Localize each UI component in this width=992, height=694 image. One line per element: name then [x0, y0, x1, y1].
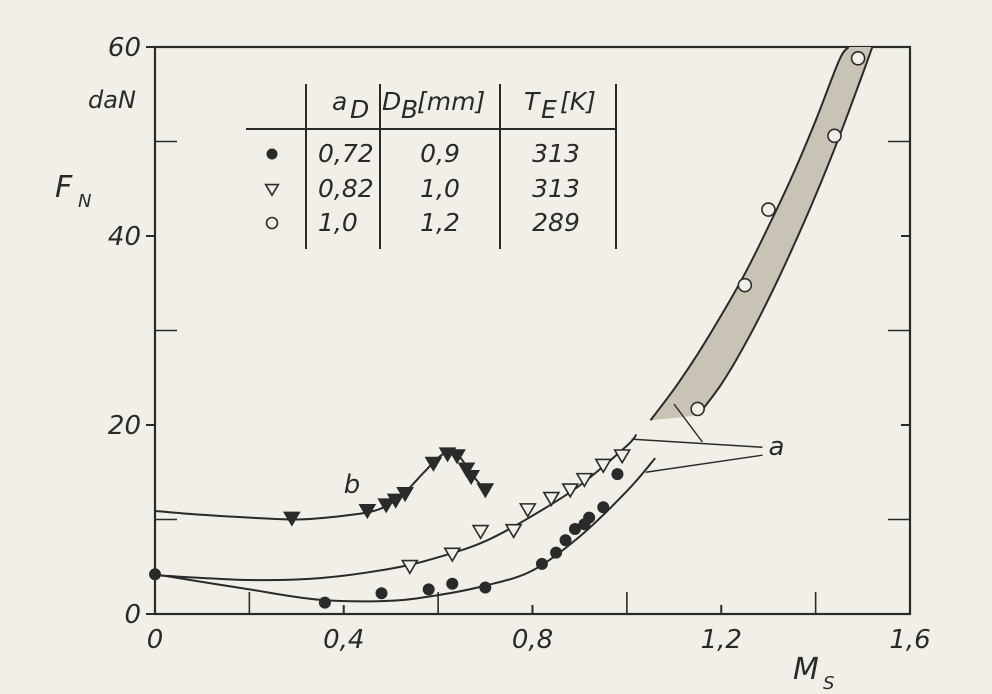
data-point-open-triangle-down: [613, 449, 632, 465]
legend-header-a: a: [332, 87, 347, 116]
legend-header-d: D: [382, 87, 401, 116]
legend-marker-filled-circle: [266, 148, 278, 160]
legend-header-t: T: [524, 87, 541, 116]
legend-marker-open-triangle-down: [264, 183, 280, 197]
data-point-filled-circle: [446, 577, 459, 590]
legend-cell-a: 0,82: [318, 174, 374, 203]
fit-curves: [154, 46, 874, 603]
x-axis-label: M: [793, 652, 819, 687]
plot-border: [153, 45, 912, 616]
band-fill: [650, 47, 873, 421]
data-point-open-triangle-down: [443, 547, 462, 563]
data-point-filled-triangle-down: [424, 456, 443, 472]
data-points: [149, 51, 866, 609]
data-point-filled-circle: [479, 581, 492, 594]
data-point-open-triangle-down: [561, 483, 580, 499]
legend-cell-a: 1,0: [318, 208, 358, 237]
plot-frame: [153, 45, 912, 616]
x-tick-label: 1,2: [701, 625, 742, 655]
legend-cell-d: 1,0: [420, 174, 460, 203]
legend-marker-open-circle: [265, 216, 279, 230]
data-point-open-triangle-down: [518, 503, 537, 519]
data-point-filled-circle: [318, 596, 331, 609]
data-point-open-circle: [761, 202, 776, 217]
legend-cell-t: 313: [532, 174, 580, 203]
legend-cell-d: 1,2: [420, 208, 460, 237]
data-point-filled-circle: [568, 522, 581, 535]
data-point-filled-circle: [611, 468, 624, 481]
data-point-filled-triangle-down: [386, 493, 405, 509]
legend-cell-d: 0,9: [420, 139, 460, 168]
x-axis-label-sub: S: [823, 673, 834, 694]
data-point-filled-circle: [422, 583, 435, 596]
y-axis-label: F: [55, 170, 73, 205]
legend-cell-t: 313: [532, 139, 580, 168]
axis-ticks: 0 20 40 60 0 0,4 0,8 1,2 1,6: [108, 33, 931, 655]
legend-cell-a: 0,72: [318, 139, 374, 168]
shaded-band: [650, 47, 873, 421]
data-point-filled-triangle-down: [448, 449, 466, 465]
x-tick-label: 0,8: [512, 625, 553, 655]
data-point-filled-circle: [535, 557, 548, 570]
data-point-open-triangle-down: [542, 491, 561, 507]
data-point-open-circle: [737, 277, 753, 293]
data-point-filled-circle: [597, 501, 610, 514]
x-tick-label: 1,6: [889, 625, 930, 655]
data-point-open-circle: [850, 51, 866, 66]
data-point-filled-triangle-down: [377, 498, 396, 514]
data-point-open-triangle-down: [575, 472, 594, 488]
curve-band-right: [696, 46, 874, 417]
curve-lower: [154, 457, 656, 603]
annotation-b: b: [344, 470, 361, 500]
annotation-leaders: [631, 403, 763, 473]
data-point-open-triangle-down: [471, 524, 490, 540]
leader-a-upper: [631, 438, 763, 448]
data-point-open-circle: [827, 128, 842, 144]
y-axis-label-sub: N: [78, 191, 91, 212]
curve-band-left: [649, 46, 850, 421]
data-point-filled-circle: [149, 568, 161, 581]
data-point-filled-circle: [559, 534, 572, 547]
data-point-filled-circle: [583, 511, 596, 524]
y-tick-label: 0: [124, 600, 141, 630]
x-tick-label: 0,4: [323, 625, 364, 655]
leader-band: [673, 403, 703, 443]
annotation-a: a: [768, 432, 784, 462]
data-point-filled-triangle-down: [457, 462, 476, 478]
x-tick-label: 0: [147, 625, 164, 655]
y-tick-label: 60: [108, 33, 141, 63]
y-tick-label: 20: [108, 411, 141, 441]
leader-a-lower: [645, 454, 763, 473]
legend-header-d-sub: B: [401, 95, 418, 124]
data-point-filled-triangle-down: [358, 504, 377, 520]
data-point-filled-triangle-down: [476, 483, 495, 499]
legend-header-t-unit: [K]: [560, 87, 596, 116]
data-point-filled-triangle-down: [462, 469, 481, 486]
y-tick-label: 40: [108, 222, 141, 252]
data-point-filled-circle: [375, 587, 388, 600]
legend-header-a-sub: D: [350, 95, 369, 124]
y-axis-unit: daN: [88, 86, 136, 114]
data-point-open-triangle-down: [594, 458, 613, 474]
legend-header-d-unit: [mm]: [417, 87, 485, 116]
legend-cell-t: 289: [532, 208, 580, 237]
data-point-open-triangle-down: [400, 559, 419, 575]
data-point-filled-triangle-down: [282, 511, 301, 527]
data-point-open-circle: [690, 401, 705, 417]
data-point-filled-circle: [550, 546, 563, 559]
data-point-open-triangle-down: [504, 523, 523, 539]
data-point-filled-triangle-down: [396, 487, 414, 503]
legend-header-t-sub: E: [541, 95, 557, 124]
